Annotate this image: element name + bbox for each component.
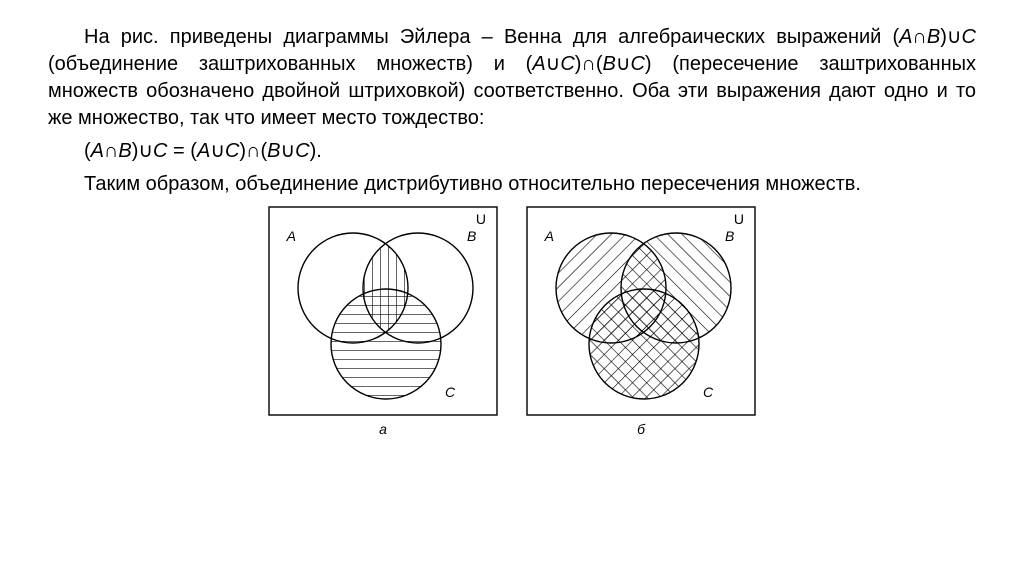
var-A: A — [899, 26, 912, 48]
var-C: C — [560, 53, 574, 75]
identity-formula: (A∩B)∪C = (A∪C)∩(B∪C). — [84, 138, 976, 165]
svg-text:C: C — [445, 384, 456, 400]
venn-panel-a: U A B C а — [268, 206, 498, 439]
svg-text:A: A — [544, 228, 554, 244]
panel-caption-a: а — [379, 420, 387, 439]
svg-text:C: C — [703, 384, 714, 400]
op-cap: ∩ — [913, 26, 927, 48]
var-C: C — [962, 26, 976, 48]
text: (объединение заштрихованных множеств) и … — [48, 53, 532, 75]
op-cup: ∪ — [616, 53, 631, 75]
venn-svg-b: U A B C — [526, 206, 756, 416]
op-cup: ∪ — [546, 53, 561, 75]
svg-text:U: U — [476, 211, 486, 227]
paragraph-1: На рис. приведены диаграммы Эйлера – Вен… — [48, 24, 976, 132]
var-B: B — [927, 26, 940, 48]
svg-text:A: A — [286, 228, 296, 244]
var-B: B — [602, 53, 615, 75]
paragraph-2: Таким образом, объединение дистрибутивно… — [48, 171, 976, 198]
svg-text:B: B — [467, 228, 476, 244]
text: ) — [940, 26, 947, 48]
op-cap: ∩ — [581, 53, 595, 75]
svg-text:B: B — [725, 228, 734, 244]
venn-diagrams: U A B C а U A B C б — [48, 206, 976, 439]
venn-panel-b: U A B C б — [526, 206, 756, 439]
panel-caption-b: б — [637, 420, 645, 439]
venn-svg-a: U A B C — [268, 206, 498, 416]
text: На рис. приведены диаграммы Эйлера – Вен… — [84, 26, 899, 48]
op-cup: ∪ — [947, 26, 962, 48]
var-A: A — [532, 53, 545, 75]
var-C: C — [630, 53, 644, 75]
svg-text:U: U — [734, 211, 744, 227]
